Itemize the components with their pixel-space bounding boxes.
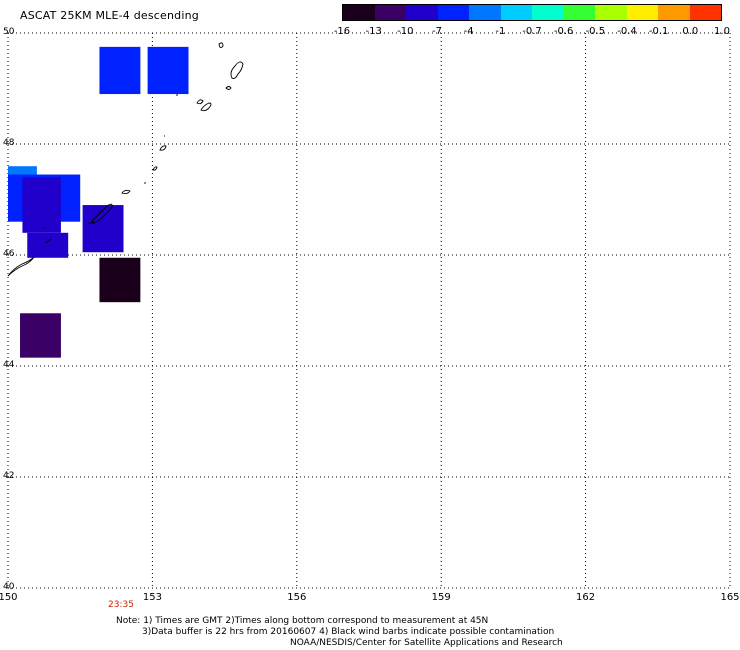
colorbar-tick-label: -16 (333, 26, 351, 37)
longitude-label: 162 (576, 592, 596, 603)
island-outline (225, 86, 232, 90)
island-outline (159, 145, 167, 151)
longitude-label: 156 (287, 592, 307, 603)
colorbar-tick-label: -0.7 (522, 26, 542, 37)
data-cell (27, 232, 69, 258)
data-cell (147, 46, 189, 95)
note-line-1: Note: 1) Times are GMT 2)Times along bot… (116, 616, 489, 626)
island-outline (91, 203, 113, 223)
island-outline (218, 42, 224, 49)
scatterometer-cells (8, 46, 189, 358)
colorbar-segment (469, 5, 501, 20)
graticule-grid (7, 32, 731, 589)
colorbar-tick-label: 0.0 (682, 26, 699, 37)
coastline-islands (7, 42, 244, 277)
latitude-label: 40 (3, 582, 15, 592)
colorbar-segment (500, 5, 532, 20)
colorbar-segment (626, 5, 658, 20)
colorbar-segment (658, 5, 690, 20)
island-outline (200, 102, 212, 112)
latitude-label: 48 (3, 138, 15, 148)
island-outline (45, 238, 52, 244)
colorbar (342, 4, 722, 21)
colorbar-tick-label: -4 (463, 26, 474, 37)
colorbar-segment (532, 5, 564, 20)
colorbar-tick-label: -0.1 (648, 26, 669, 37)
island-outline (7, 256, 35, 277)
colorbar-segment (689, 5, 721, 20)
data-cell (20, 313, 61, 358)
colorbar-tick-label: -7 (432, 26, 442, 37)
colorbar-segment (563, 5, 595, 20)
longitude-label: 159 (431, 592, 451, 603)
longitude-label: 153 (142, 592, 162, 603)
island-outline (230, 61, 244, 79)
longitude-label: 165 (720, 592, 740, 603)
data-cell (22, 177, 61, 233)
colorbar-tick-label: -10 (397, 26, 414, 37)
latitude-label: 46 (3, 249, 15, 259)
island-outline (121, 189, 131, 195)
colorbar-tick-label: -1 (495, 26, 506, 37)
colorbar-tick-label: -0.6 (553, 26, 574, 37)
colorbar-tick-label: -13 (365, 26, 382, 37)
time-label: 23:35 (108, 600, 134, 610)
colorbar-tick-label: 1.0 (714, 26, 730, 37)
colorbar-segment (374, 5, 406, 20)
longitude-label: 150 (0, 592, 18, 603)
data-cell (8, 166, 37, 178)
island-outline (152, 166, 158, 171)
colorbar-segment (437, 5, 469, 20)
island-outline (196, 99, 204, 105)
note-line-3: NOAA/NESDIS/Center for Satellite Applica… (290, 638, 563, 648)
data-cell (82, 205, 124, 253)
latitude-label: 44 (3, 360, 15, 370)
colorbar-segment (595, 5, 627, 20)
note-line-2: 3)Data buffer is 22 hrs from 20160607 4)… (142, 627, 555, 637)
island-outline (88, 222, 95, 225)
colorbar-segment (343, 5, 375, 20)
latitude-label: 50 (3, 27, 15, 37)
map-title: ASCAT 25KM MLE-4 descending (20, 9, 199, 22)
latitude-label: 42 (3, 471, 15, 481)
data-cell (99, 46, 141, 95)
colorbar-segment (406, 5, 438, 20)
data-cell (99, 257, 141, 303)
colorbar-tick-label: -0.5 (585, 26, 606, 37)
colorbar-tick-label: -0.4 (617, 26, 637, 37)
